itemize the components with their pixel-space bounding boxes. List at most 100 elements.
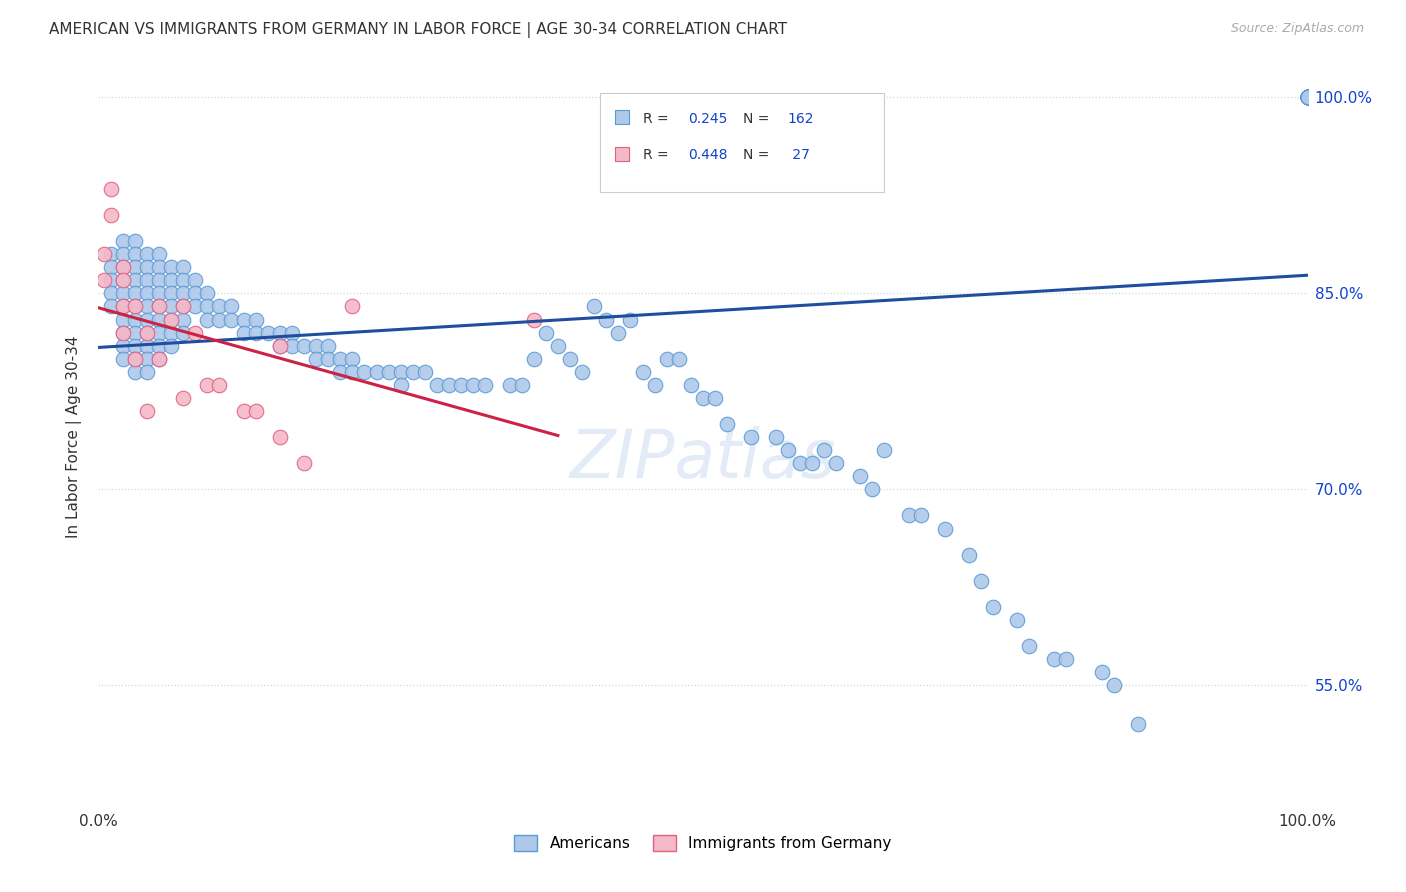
Point <box>789 456 811 470</box>
Point <box>402 365 425 379</box>
Point <box>148 300 170 314</box>
Point <box>281 339 304 353</box>
Point <box>111 312 134 326</box>
Point <box>897 508 920 523</box>
Point <box>716 417 738 431</box>
Text: ZIPatlas: ZIPatlas <box>569 426 837 492</box>
Point <box>1054 652 1077 666</box>
Point <box>195 286 218 301</box>
Text: 0.448: 0.448 <box>689 148 728 162</box>
Point <box>1296 90 1319 104</box>
Point <box>256 326 278 340</box>
Point <box>1296 90 1319 104</box>
Point <box>1296 90 1319 104</box>
Point <box>377 365 399 379</box>
Point <box>269 326 291 340</box>
Point <box>195 300 218 314</box>
Point <box>292 339 315 353</box>
Point <box>583 300 606 314</box>
Point <box>160 326 183 340</box>
Point <box>910 508 932 523</box>
Point <box>184 326 207 340</box>
Point <box>148 286 170 301</box>
Point <box>111 300 134 314</box>
Point <box>1296 90 1319 104</box>
Point <box>776 443 799 458</box>
Point <box>1296 90 1319 104</box>
Point <box>644 377 666 392</box>
Text: N =: N = <box>742 112 773 126</box>
Point <box>523 351 546 366</box>
Point <box>607 326 630 340</box>
Point <box>111 286 134 301</box>
Point <box>1018 639 1040 653</box>
Point <box>571 365 593 379</box>
Point <box>100 208 122 222</box>
Point <box>124 351 146 366</box>
Point <box>135 339 157 353</box>
Point <box>342 300 364 314</box>
Point <box>316 351 339 366</box>
Text: Source: ZipAtlas.com: Source: ZipAtlas.com <box>1230 22 1364 36</box>
Point <box>595 312 617 326</box>
Point <box>316 339 339 353</box>
Point <box>474 377 496 392</box>
Point <box>148 260 170 275</box>
Point <box>148 312 170 326</box>
Y-axis label: In Labor Force | Age 30-34: In Labor Force | Age 30-34 <box>66 335 83 539</box>
Point <box>342 365 364 379</box>
Point <box>111 260 134 275</box>
Point <box>1296 90 1319 104</box>
Point <box>111 273 134 287</box>
Text: 0.245: 0.245 <box>689 112 728 126</box>
Point <box>135 326 157 340</box>
Point <box>160 312 183 326</box>
Text: AMERICAN VS IMMIGRANTS FROM GERMANY IN LABOR FORCE | AGE 30-34 CORRELATION CHART: AMERICAN VS IMMIGRANTS FROM GERMANY IN L… <box>49 22 787 38</box>
Point <box>1296 90 1319 104</box>
Point <box>208 300 231 314</box>
Point <box>860 483 883 497</box>
Point <box>208 377 231 392</box>
Point <box>534 326 557 340</box>
Point <box>1296 90 1319 104</box>
Point <box>184 286 207 301</box>
Point <box>269 339 291 353</box>
FancyBboxPatch shape <box>600 94 884 192</box>
Point <box>329 351 352 366</box>
Point <box>547 339 569 353</box>
Point <box>124 234 146 248</box>
Point <box>148 247 170 261</box>
Point <box>232 312 254 326</box>
Point <box>704 391 727 405</box>
Point <box>463 377 485 392</box>
Point <box>172 391 194 405</box>
Point <box>100 286 122 301</box>
Point <box>111 273 134 287</box>
Point <box>148 351 170 366</box>
Point <box>148 273 170 287</box>
Point <box>450 377 472 392</box>
Point <box>111 351 134 366</box>
Point <box>124 339 146 353</box>
Point <box>389 365 412 379</box>
Point <box>1296 90 1319 104</box>
Point <box>813 443 835 458</box>
Point <box>245 326 267 340</box>
Point <box>1296 90 1319 104</box>
Point <box>366 365 388 379</box>
Point <box>111 326 134 340</box>
Point <box>93 273 115 287</box>
Point <box>1091 665 1114 680</box>
Point <box>692 391 714 405</box>
Point <box>160 260 183 275</box>
Point <box>148 339 170 353</box>
Point <box>184 273 207 287</box>
Point <box>135 365 157 379</box>
Point <box>124 273 146 287</box>
Point <box>195 312 218 326</box>
Point <box>124 247 146 261</box>
Text: N =: N = <box>742 148 773 162</box>
Point <box>111 247 134 261</box>
Point <box>135 351 157 366</box>
Point <box>148 351 170 366</box>
